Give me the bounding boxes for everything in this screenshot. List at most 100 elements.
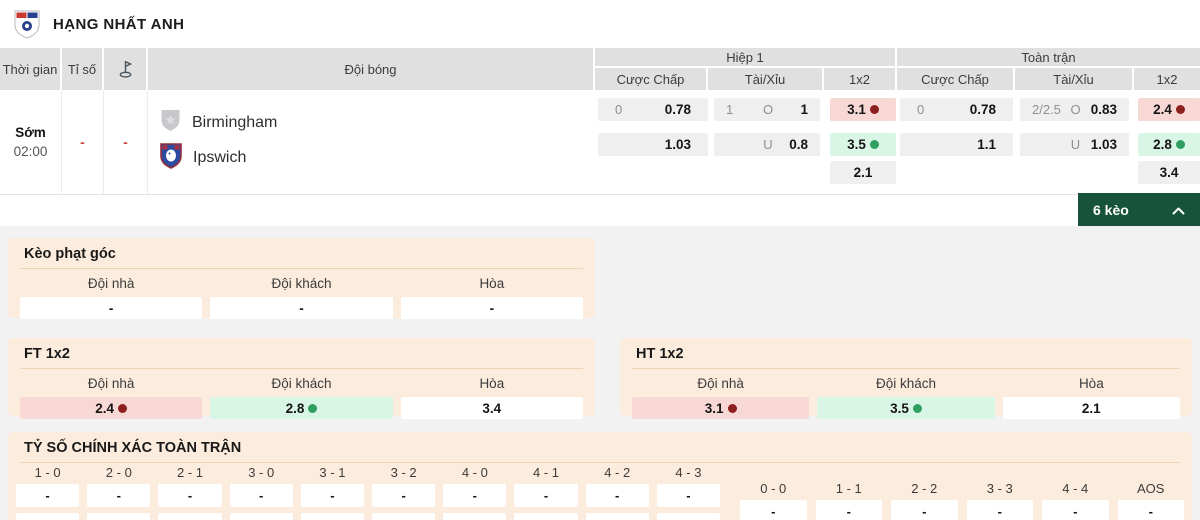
- h1-1x2-away-odds[interactable]: 3.5: [830, 133, 896, 156]
- ft-header-home: Đội nhà: [87, 376, 135, 391]
- score-label: 3 - 0: [248, 465, 275, 480]
- ft-card-title: FT 1x2: [20, 338, 583, 369]
- under-indicator: U: [763, 137, 773, 152]
- score-odds[interactable]: [372, 513, 436, 520]
- h1-handicap-odds-row1[interactable]: 0 0.78: [598, 98, 708, 121]
- score-odds[interactable]: -: [966, 500, 1033, 520]
- score-odds[interactable]: -: [891, 500, 958, 520]
- corner-draw-odds[interactable]: -: [400, 297, 583, 319]
- match-row: Sớm 02:00 - - Birmingham Ipswich: [0, 90, 1200, 195]
- odds-value: 3.4: [1159, 165, 1179, 180]
- ft-1x2-card: FT 1x2 Đội nhà Đội khách Hòa 2.4 2.8 3.4: [8, 338, 595, 419]
- score-odds[interactable]: -: [87, 484, 151, 507]
- handicap-line: 0: [615, 102, 623, 117]
- ft-1x2-away-odds[interactable]: 2.8: [1138, 133, 1200, 156]
- ht-home-odds[interactable]: 3.1: [632, 397, 810, 419]
- odds-table-header: Thời gian Tỉ số Đội bóng Hiệp 1 Cược Chấ…: [0, 48, 1200, 90]
- away-team-badge-icon: [160, 142, 182, 174]
- score-odds[interactable]: [300, 513, 365, 520]
- odds-value: 2.4: [95, 400, 115, 416]
- col-header-score: Tỉ số: [62, 48, 104, 90]
- group-header-fulltime: Toàn trận Cược Chấp Tài/Xỉu 1x2: [897, 48, 1200, 90]
- score-odds[interactable]: [656, 513, 721, 520]
- under-indicator: U: [1070, 137, 1081, 152]
- score-odds[interactable]: -: [815, 500, 882, 520]
- handicap-odds: 1.03: [664, 137, 691, 152]
- ft-1x2-draw-odds[interactable]: 3.4: [1138, 161, 1200, 184]
- corner-odds-card: Kèo phạt góc Đội nhà Đội khách Hòa - - -: [8, 238, 595, 319]
- overunder-odds: 1.03: [1090, 137, 1117, 152]
- h1-1x2-draw-odds[interactable]: 2.1: [830, 161, 896, 184]
- corner-away-odds[interactable]: -: [210, 297, 393, 319]
- score-odds[interactable]: [229, 513, 293, 520]
- trend-up-dot: [912, 403, 922, 413]
- score-odds[interactable]: -: [16, 484, 80, 507]
- overunder-odds: 1: [800, 102, 808, 117]
- ht-draw-odds[interactable]: 2.1: [1002, 397, 1180, 419]
- chevron-up-icon: [1172, 202, 1185, 218]
- overunder-odds: 0.83: [1090, 102, 1117, 117]
- ht-card-title: HT 1x2: [632, 338, 1180, 369]
- score-odds[interactable]: -: [514, 484, 578, 507]
- h1-handicap-odds-row2[interactable]: 1.03: [598, 133, 708, 156]
- correct-score-draw-values: - - - - - -: [740, 500, 1184, 520]
- ht-header-home: Đội nhà: [697, 376, 744, 391]
- group-header-half1: Hiệp 1 Cược Chấp Tài/Xỉu 1x2: [595, 48, 897, 90]
- odds-value: 2.8: [285, 400, 305, 416]
- over-indicator: O: [762, 102, 774, 117]
- corner-card-title: Kèo phạt góc: [20, 238, 583, 269]
- ht-away-odds[interactable]: 3.5: [817, 397, 995, 419]
- ht-header-draw: Hòa: [1078, 376, 1104, 391]
- score-label: 2 - 1: [177, 465, 204, 480]
- ft-1x2-home-odds[interactable]: 2.4: [1138, 98, 1200, 121]
- keo-count-toggle-button[interactable]: 6 kèo: [1078, 193, 1200, 226]
- h1-1x2-home-odds[interactable]: 3.1: [830, 98, 896, 121]
- score-label: 3 - 1: [319, 465, 346, 480]
- score-odds[interactable]: [87, 513, 151, 520]
- ft-overunder-odds-under[interactable]: U 1.03: [1020, 133, 1129, 156]
- h1-overunder-odds-over[interactable]: 1 O 1: [714, 98, 820, 121]
- col-header-time: Thời gian: [0, 48, 62, 90]
- corner-home-odds[interactable]: -: [20, 297, 203, 319]
- score-odds[interactable]: [514, 513, 578, 520]
- score-label: 1 - 0: [34, 465, 61, 480]
- score-odds[interactable]: [158, 513, 222, 520]
- ft-overunder-odds-over[interactable]: 2/2.5 O 0.83: [1020, 98, 1129, 121]
- score-label: 4 - 4: [1062, 481, 1089, 496]
- trend-down-dot: [118, 403, 128, 413]
- away-team-row[interactable]: Ipswich: [160, 142, 246, 174]
- score-label: 2 - 2: [911, 481, 938, 496]
- score-odds[interactable]: -: [158, 484, 222, 507]
- ft-away-odds[interactable]: 2.8: [210, 397, 393, 419]
- score-odds[interactable]: -: [1117, 500, 1184, 520]
- ft-handicap-odds-row1[interactable]: 0 0.78: [900, 98, 1013, 121]
- score-odds[interactable]: -: [740, 500, 807, 520]
- score-odds[interactable]: -: [300, 484, 365, 507]
- trend-up-dot: [308, 403, 318, 413]
- match-score-value: -: [80, 134, 85, 150]
- score-odds[interactable]: [16, 513, 80, 520]
- score-odds[interactable]: -: [585, 484, 649, 507]
- odds-value: 3.1: [704, 400, 724, 416]
- score-odds[interactable]: [443, 513, 507, 520]
- ft-handicap-odds-row2[interactable]: 1.1: [900, 133, 1013, 156]
- score-odds[interactable]: -: [443, 484, 507, 507]
- ft-home-odds[interactable]: 2.4: [20, 397, 203, 419]
- group-label-half1: Hiệp 1: [595, 48, 895, 68]
- score-odds[interactable]: -: [1042, 500, 1109, 520]
- h1-overunder-odds-under[interactable]: U 0.8: [714, 133, 820, 156]
- home-team-badge-icon: [160, 108, 181, 138]
- match-time-label: Sớm: [15, 125, 46, 140]
- score-odds[interactable]: -: [656, 484, 721, 507]
- score-odds[interactable]: -: [229, 484, 293, 507]
- score-odds[interactable]: [585, 513, 649, 520]
- sub-header-h1-overunder: Tài/Xỉu: [708, 68, 824, 90]
- keo-count-label: 6 kèo: [1093, 201, 1129, 218]
- score-odds[interactable]: -: [372, 484, 436, 507]
- trend-down-dot: [869, 105, 879, 114]
- home-team-name: Birmingham: [192, 114, 278, 131]
- trend-up-dot: [1175, 140, 1185, 149]
- score-label: 3 - 2: [390, 465, 417, 480]
- home-team-row[interactable]: Birmingham: [160, 109, 277, 137]
- ft-draw-odds[interactable]: 3.4: [400, 397, 583, 419]
